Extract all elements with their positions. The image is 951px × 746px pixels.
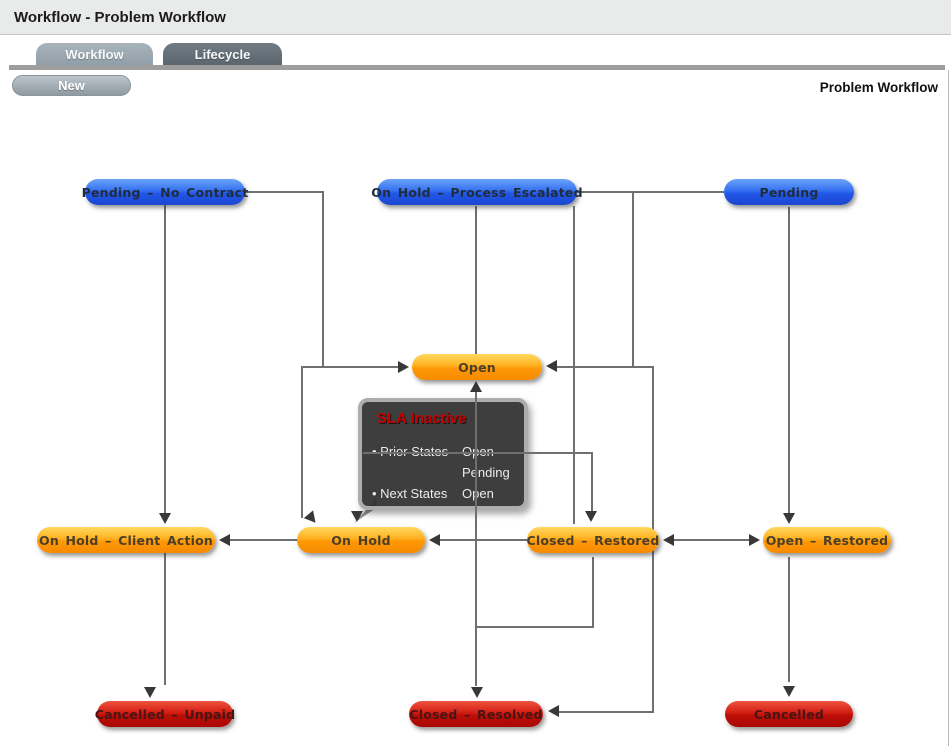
connector-segment [573, 206, 575, 524]
arrowhead-down [144, 687, 156, 698]
new-button[interactable]: New [12, 75, 131, 96]
sla-tooltip: SLA Inactive • Prior States Open Pending… [358, 398, 528, 510]
node-closed-resolved[interactable]: Closed – Resolved [409, 701, 543, 727]
tooltip-prior-states-value-2: Pending [462, 465, 510, 480]
tabbar-rule [9, 65, 945, 70]
arrowhead-up [470, 381, 482, 392]
node-pending-no-contract[interactable]: Pending – No Contract [82, 179, 248, 205]
arrowhead-down [303, 510, 321, 527]
connector-segment [301, 366, 403, 368]
node-pending[interactable]: Pending [724, 179, 854, 205]
connector-segment [363, 452, 592, 454]
tooltip-next-states-label: • Next States [372, 486, 448, 501]
arrowhead-down [585, 511, 597, 522]
tab-workflow[interactable]: Workflow [36, 43, 153, 67]
connector-segment [592, 557, 594, 628]
arrowhead-down [783, 513, 795, 524]
node-on-hold[interactable]: On Hold [297, 527, 425, 553]
node-open[interactable]: Open [412, 354, 542, 380]
connector-segment [322, 191, 324, 367]
connector-segment [476, 626, 594, 628]
connector-segment [632, 191, 634, 367]
connector-segment [222, 539, 298, 541]
tooltip-prior-states-label: • Prior States [372, 444, 448, 459]
connector-segment [164, 553, 166, 685]
connector-segment [164, 205, 166, 513]
workflow-context-label: Problem Workflow [819, 80, 938, 95]
connector-segment [432, 539, 528, 541]
titlebar: Workflow - Problem Workflow [0, 0, 951, 35]
arrowhead-right [398, 361, 409, 373]
arrowhead-down [351, 511, 363, 522]
connector-segment [577, 191, 724, 193]
node-on-hold-client-action[interactable]: On Hold – Client Action [37, 527, 215, 553]
node-open-restored[interactable]: Open – Restored [763, 527, 891, 553]
arrowhead-left [546, 360, 557, 372]
connector-segment [788, 207, 790, 513]
connector-segment [475, 206, 477, 354]
node-cancelled[interactable]: Cancelled [725, 701, 853, 727]
connector-segment [245, 191, 323, 193]
arrowhead-down [471, 687, 483, 698]
tooltip-title: SLA Inactive [377, 410, 467, 427]
page-title: Workflow - Problem Workflow [14, 9, 226, 26]
tab-lifecycle[interactable]: Lifecycle [163, 43, 282, 67]
arrowhead-down [159, 513, 171, 524]
arrowhead-left [548, 705, 559, 717]
tooltip-next-states-value-1: Open [462, 486, 494, 501]
page-border [948, 70, 949, 746]
node-closed-restored[interactable]: Closed – Restored [527, 527, 659, 553]
node-cancelled-unpaid[interactable]: Cancelled – Unpaid [95, 701, 235, 727]
arrowhead-left [429, 534, 440, 546]
node-on-hold-process-escalated[interactable]: On Hold – Process Escalated [371, 179, 583, 205]
connector-segment [788, 557, 790, 682]
connector-segment [475, 398, 477, 686]
connector-segment [552, 711, 654, 713]
arrowhead-left [219, 534, 230, 546]
arrowhead-down [783, 686, 795, 697]
connector-segment [591, 452, 593, 512]
connector-segment [666, 539, 757, 541]
arrowhead-right [749, 534, 760, 546]
connector-segment [549, 366, 654, 368]
connector-segment [301, 366, 303, 518]
arrowhead-left [663, 534, 674, 546]
tooltip-prior-states-value-1: Open [462, 444, 494, 459]
